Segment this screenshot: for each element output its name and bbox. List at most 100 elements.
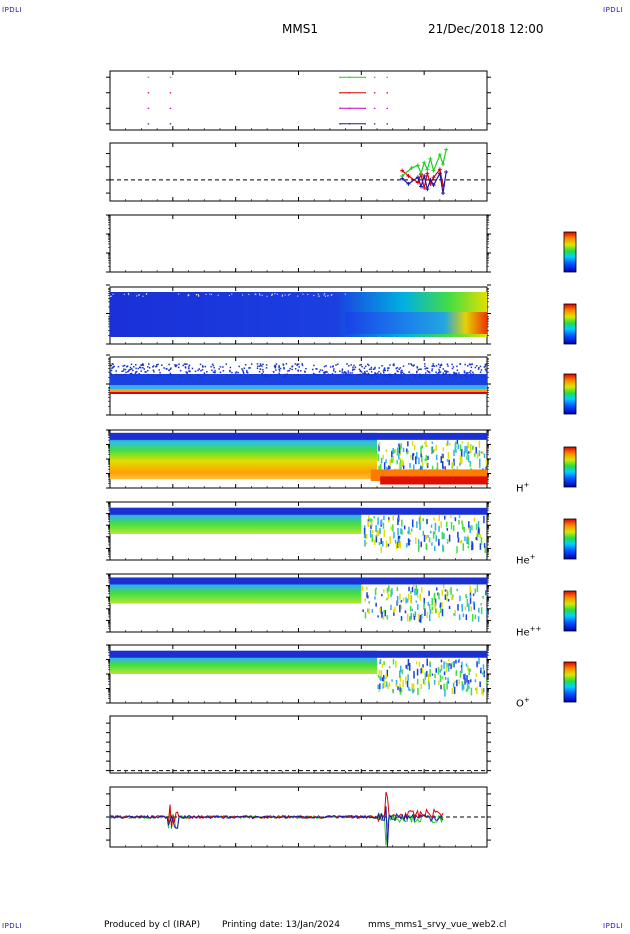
feepse-gap <box>323 294 325 296</box>
feepsi-speckle <box>480 369 483 371</box>
feepsi-speckle <box>467 372 469 374</box>
feepse-gap <box>242 294 244 296</box>
hpca-speckle <box>446 681 448 690</box>
feepsi-speckle <box>143 368 145 370</box>
feepsi-speckle <box>214 371 216 374</box>
footer-filename: mms_mms1_srvy_vue_web2.cl <box>368 920 507 930</box>
burst-marker <box>373 123 376 125</box>
burst-marker <box>386 92 388 94</box>
feepsi-speckle <box>431 369 433 372</box>
edi-point <box>409 166 414 171</box>
feepsi-speckle <box>361 365 363 368</box>
feepsi-speckle <box>256 363 259 365</box>
hpca-speckle <box>401 519 403 527</box>
edi-point <box>419 171 424 176</box>
feepsi-speckle <box>184 366 187 368</box>
hpca-speckle <box>416 521 418 528</box>
hpca-speckle <box>387 592 390 599</box>
feepsi-speckle <box>147 373 150 376</box>
hpca-speckle <box>465 594 467 599</box>
feepsi-speckle <box>244 364 247 366</box>
feepsi-speckle <box>453 374 456 376</box>
feepsi-speckle <box>425 367 428 369</box>
feepse-gap <box>127 293 129 295</box>
feepsi-speckle <box>120 373 123 376</box>
feepsi-speckle <box>264 375 266 377</box>
hpca-speckle <box>411 688 413 692</box>
feepsi-speckle <box>438 370 441 372</box>
hpca-speckle <box>467 442 469 449</box>
hpca-speckle <box>439 674 442 682</box>
feepsi-speckle <box>424 365 426 368</box>
hpca-speckle <box>396 586 399 592</box>
hpca-speckle <box>444 515 446 520</box>
hpca-speckle <box>442 447 445 451</box>
edi-point <box>425 167 430 172</box>
feepsi-speckle <box>363 371 366 373</box>
divpi-series-blue <box>109 806 444 847</box>
feepsi-speckle <box>202 366 204 368</box>
feepsi-speckle <box>284 373 286 376</box>
feepsi-speckle <box>294 368 297 370</box>
feepsi-speckle <box>417 369 420 371</box>
species-charge: + <box>529 553 536 561</box>
hpca-speckle <box>382 540 384 547</box>
feepsi-speckle <box>366 374 369 376</box>
hpca-speckle <box>400 446 402 450</box>
feepse-gap <box>228 295 230 297</box>
feepse-gap <box>344 293 346 295</box>
hpca-speckle <box>408 662 411 671</box>
feepsi-speckle <box>214 369 216 372</box>
corner-label-top-right: IPDLI <box>603 6 624 14</box>
feepsi-speckle <box>218 368 220 370</box>
hpca-speckle <box>453 661 455 668</box>
feepsi-speckle <box>297 369 299 371</box>
feepsi-speckle <box>431 365 433 367</box>
hpca-speckle <box>469 594 472 598</box>
hpca-speckle <box>447 452 450 459</box>
hpca-speckle <box>422 530 425 536</box>
feepsi-speckle <box>360 371 363 373</box>
hpca-speckle <box>471 446 474 450</box>
hpca-speckle <box>481 672 484 675</box>
hpca-speckle <box>469 590 472 597</box>
hpca-speckle <box>419 515 422 523</box>
feepsi-speckle <box>110 369 112 372</box>
hpca-speckle <box>461 440 464 444</box>
feepsi-speckle <box>442 368 445 370</box>
feepsi-speckle <box>113 365 115 368</box>
hpca-speckle <box>415 661 418 665</box>
feepsi-speckle <box>338 375 340 377</box>
feepsi-speckle <box>275 369 277 371</box>
hpca-speckle <box>416 452 418 459</box>
hpca-speckle <box>421 613 423 619</box>
hpca-speckle <box>423 597 426 606</box>
feepsi-speckle <box>283 366 285 369</box>
edi-point <box>422 185 427 190</box>
feepsi-speckle <box>419 375 421 377</box>
edi-point <box>400 168 405 173</box>
hpca-speckle <box>421 445 424 449</box>
hpca-speckle <box>411 683 413 690</box>
feepsi-speckle <box>392 364 394 366</box>
hpca-speckle <box>466 452 469 457</box>
hpca-speckle <box>363 533 366 539</box>
burst-marker <box>169 107 172 109</box>
feepsi-speckle <box>123 364 126 367</box>
feepsi-speckle <box>212 371 215 373</box>
hpca-speckle <box>445 521 448 528</box>
feepsi-speckle <box>364 372 366 374</box>
hpca-speckle <box>478 657 480 665</box>
feepsi-speckle <box>368 373 370 376</box>
feepse-gap <box>330 294 332 296</box>
feepsi-speckle <box>170 374 172 377</box>
hpca-speckle <box>404 610 407 614</box>
feepse-gap <box>289 293 291 295</box>
feepsi-speckle <box>352 368 354 371</box>
edi-point <box>422 160 427 165</box>
hpca-speckle <box>448 659 450 662</box>
hpca-speckle <box>448 605 451 609</box>
feepse-gap <box>112 293 114 295</box>
hpca-speckle <box>459 462 461 466</box>
feepse-gap <box>110 295 112 297</box>
